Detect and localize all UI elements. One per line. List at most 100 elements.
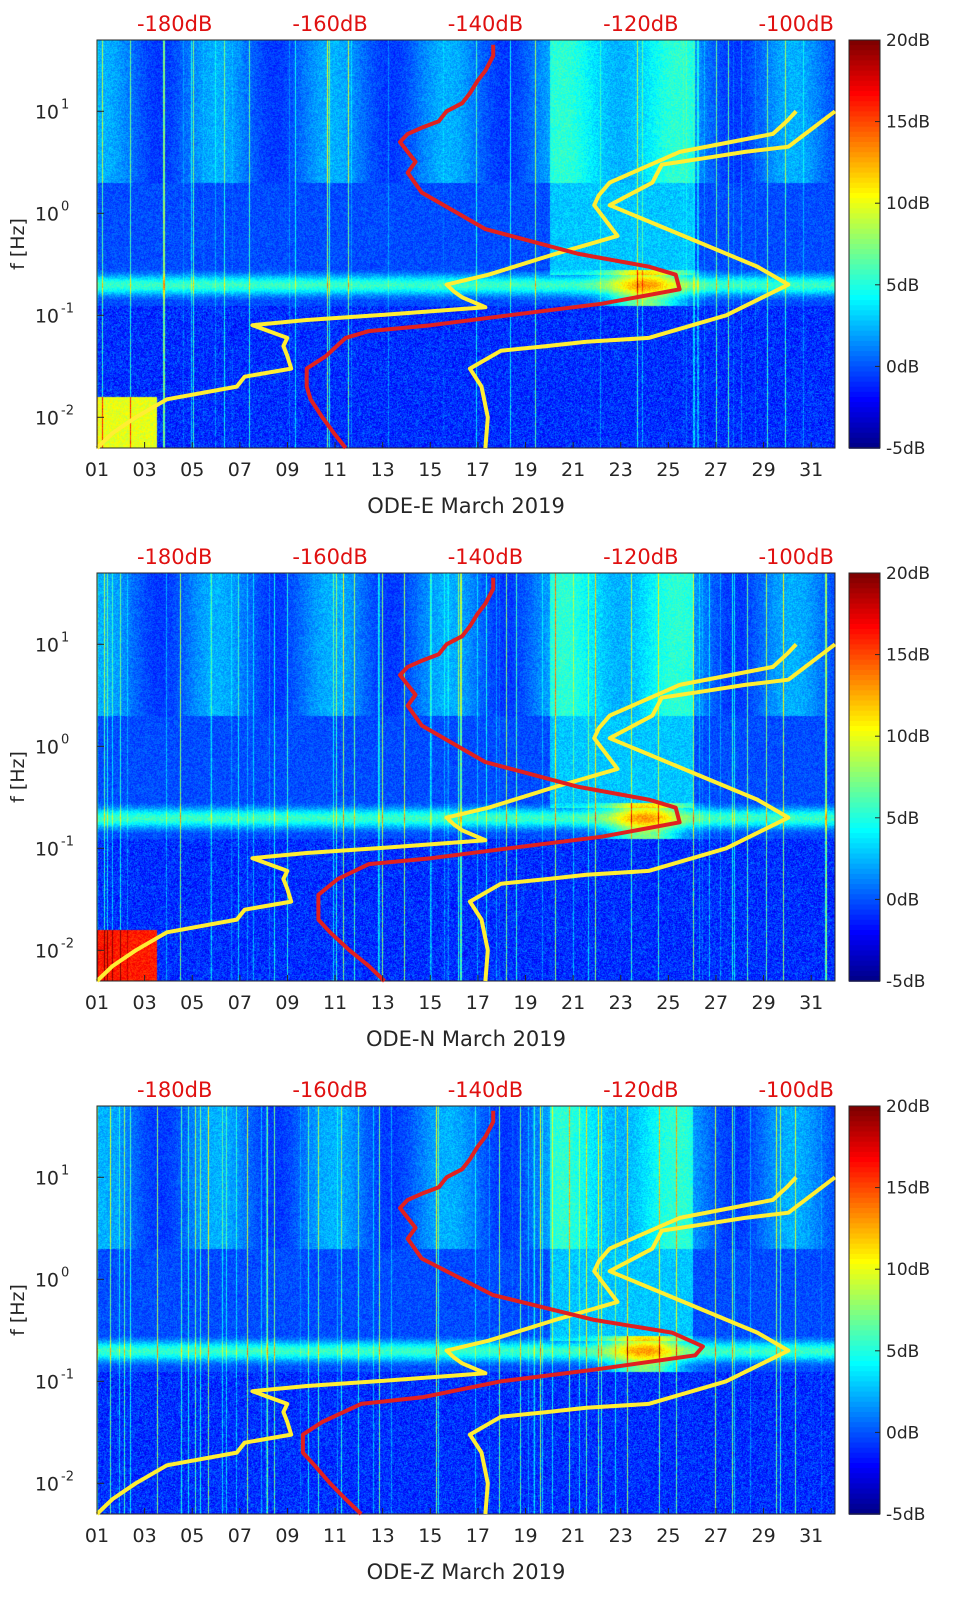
colorbar-segment	[849, 1381, 880, 1388]
colorbar-segment	[849, 853, 880, 860]
colorbar-segment	[849, 315, 880, 322]
colorbar-segment	[849, 1111, 880, 1117]
colorbar-segment	[849, 1208, 880, 1214]
colorbar-segment	[849, 1315, 880, 1321]
x-tick-label: 13	[371, 459, 395, 481]
colorbar-segment	[849, 955, 880, 962]
colorbar-segment	[849, 1498, 880, 1505]
colorbar-frame	[848, 572, 881, 982]
overlay-curve-2	[300, 1110, 705, 1516]
colorbar-segment	[849, 1238, 880, 1245]
colorbar-segment	[849, 1106, 880, 1112]
colorbar-segment	[849, 782, 880, 788]
colorbar-segment	[849, 1151, 880, 1158]
colorbar-segment	[849, 1355, 880, 1362]
colorbar-segment	[849, 924, 880, 931]
colorbar-segment	[849, 1463, 880, 1469]
colorbar-segment	[849, 833, 880, 839]
colorbar-segment	[849, 726, 880, 732]
colorbar-segment	[849, 654, 880, 661]
colorbar-segment	[849, 965, 880, 972]
x-tick-label: 09	[275, 1525, 299, 1547]
colorbar-segment	[849, 919, 880, 926]
top-db-label: -140dB	[448, 12, 523, 36]
x-tick-label: 27	[704, 1525, 728, 1547]
colorbar-segment	[849, 310, 880, 317]
colorbar-label: 10dB	[886, 1260, 930, 1280]
overlay-curve-1	[467, 642, 837, 982]
colorbar-segment	[849, 792, 880, 799]
colorbar-segment	[849, 432, 880, 439]
x-tick-label: 31	[799, 1525, 823, 1547]
y-tick-label: 10	[35, 407, 59, 429]
colorbar-segment	[849, 624, 880, 630]
x-tick-label: 23	[609, 992, 633, 1014]
colorbar-segment	[849, 664, 880, 671]
colorbar-segment	[849, 254, 880, 261]
x-tick-label: 23	[609, 459, 633, 481]
y-tick-exponent: 0	[61, 1265, 69, 1280]
colorbar-segment	[849, 766, 880, 773]
colorbar-segment	[849, 1508, 880, 1515]
y-tick-label: 10	[35, 634, 59, 656]
colorbar-segment	[849, 904, 880, 911]
colorbar-segment	[849, 218, 880, 225]
spectrogram-heatmap	[97, 1106, 835, 1514]
colorbar-segment	[849, 838, 880, 845]
colorbar-label: 10dB	[886, 194, 930, 214]
x-tick-label: 03	[133, 1525, 157, 1547]
x-tick-label: 23	[609, 1525, 633, 1547]
colorbar-segment	[849, 843, 880, 850]
colorbar-segment	[849, 1417, 880, 1423]
colorbar-segment	[849, 167, 880, 174]
colorbar-segment	[849, 884, 880, 890]
top-db-label: -180dB	[137, 545, 212, 569]
x-tick-label: 15	[418, 992, 442, 1014]
y-tick-label: 10	[35, 1473, 59, 1495]
colorbar-segment	[849, 1340, 880, 1347]
colorbar-segment	[849, 909, 880, 916]
colorbar-segment	[849, 142, 880, 148]
colorbar-segment	[849, 1243, 880, 1250]
colorbar-segment	[849, 366, 880, 373]
colorbar-segment	[849, 1264, 880, 1270]
spectrogram-heatmap	[97, 40, 835, 448]
x-tick-label: 17	[466, 992, 490, 1014]
colorbar-segment	[849, 1335, 880, 1342]
colorbar-label: 20dB	[886, 564, 930, 584]
colorbar-segment	[849, 371, 880, 378]
x-tick-label: 01	[85, 992, 109, 1014]
colorbar-segment	[849, 60, 880, 67]
colorbar-segment	[849, 695, 880, 702]
colorbar-segment	[849, 1172, 880, 1179]
colorbar-segment	[849, 970, 880, 977]
colorbar-segment	[849, 1141, 880, 1148]
colorbar-segment	[849, 361, 880, 368]
overlay-curve-2	[304, 44, 682, 450]
colorbar-segment	[849, 116, 880, 123]
colorbar-segment	[849, 1361, 880, 1367]
colorbar-segment	[849, 121, 880, 128]
colorbar-segment	[849, 578, 880, 584]
colorbar-segment	[849, 1274, 880, 1281]
colorbar-segment	[849, 1503, 880, 1510]
colorbar-segment	[849, 1457, 880, 1464]
colorbar-segment	[849, 1259, 880, 1265]
y-tick-exponent: 0	[61, 199, 69, 214]
colorbar-segment	[849, 1116, 880, 1123]
colorbar-segment	[849, 1192, 880, 1199]
x-tick-label: 11	[323, 1525, 347, 1547]
plot-frame	[96, 1105, 836, 1515]
colorbar-segment	[849, 1202, 880, 1209]
colorbar-label: 10dB	[886, 727, 930, 747]
colorbar-segment	[849, 198, 880, 204]
plot-frame	[96, 572, 836, 982]
colorbar-segment	[849, 55, 880, 62]
x-tick-label: 11	[323, 992, 347, 1014]
x-tick-label: 17	[466, 459, 490, 481]
y-tick-exponent: 1	[61, 630, 69, 645]
colorbar-segment	[849, 598, 880, 605]
colorbar-segment	[849, 1478, 880, 1485]
colorbar-segment	[849, 705, 880, 712]
top-db-label: -100dB	[758, 545, 833, 569]
